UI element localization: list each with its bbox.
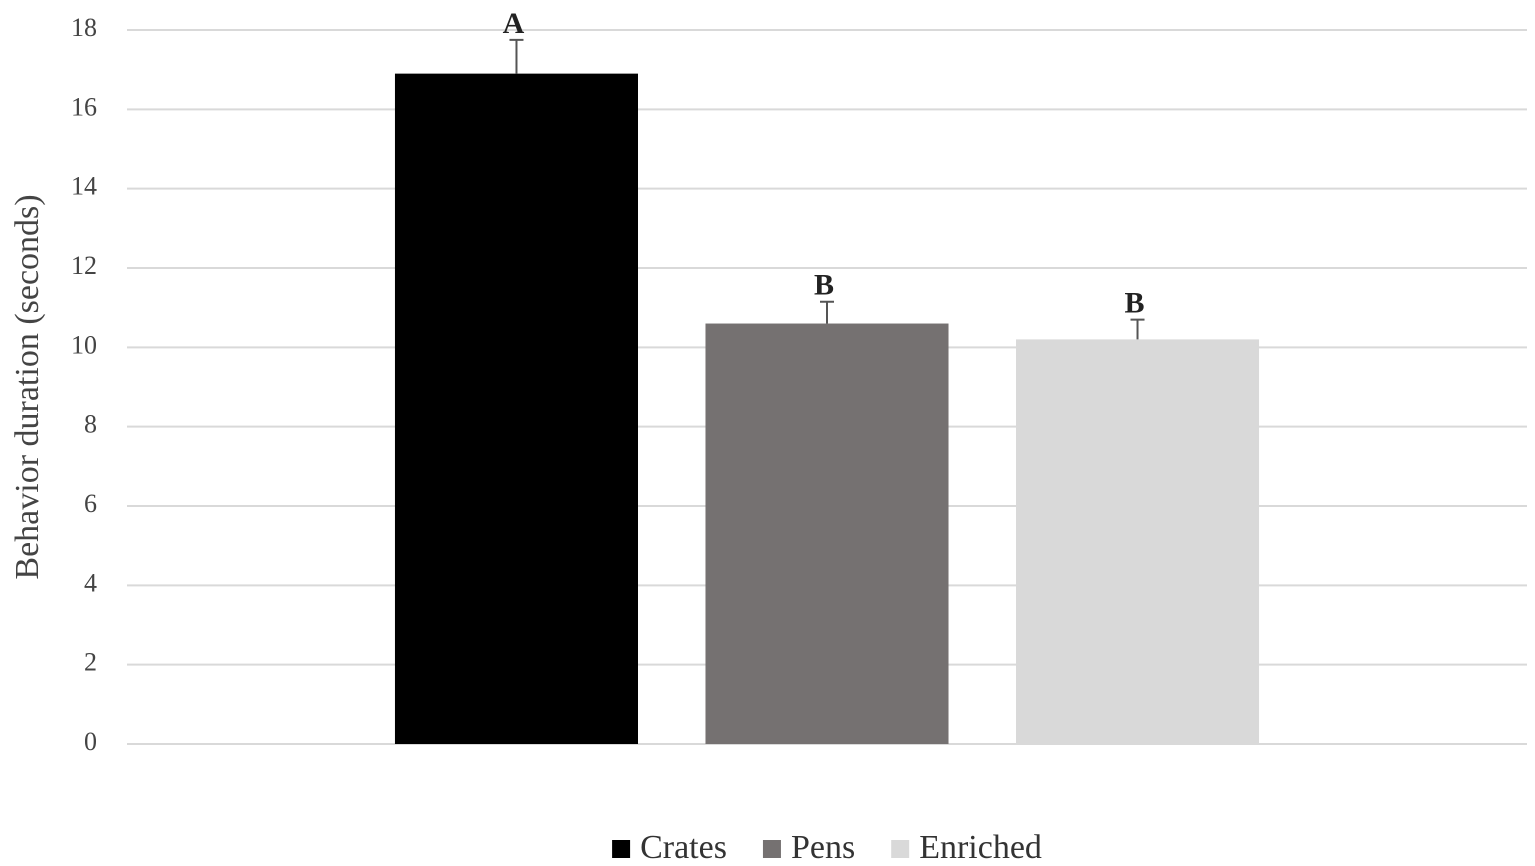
y-tick-label: 2 [84, 648, 97, 677]
significance-letter: A [503, 7, 525, 40]
y-tick-label: 0 [84, 727, 97, 756]
y-tick-label: 6 [84, 489, 97, 518]
error-bar [509, 38, 524, 74]
y-tick-label: 18 [71, 13, 97, 42]
significance-letter: B [814, 269, 834, 302]
y-tick-label: 10 [71, 330, 97, 359]
y-axis-title: Behavior duration (seconds) [9, 194, 46, 579]
bar [394, 73, 638, 745]
legend-swatch [891, 840, 910, 858]
legend-label: Crates [640, 829, 727, 866]
legend-swatch [612, 840, 631, 858]
significance-letter: B [1125, 286, 1145, 319]
bar [1016, 339, 1260, 744]
error-bar [820, 300, 834, 324]
y-tick-label: 4 [84, 568, 97, 597]
y-tick-label: 12 [71, 251, 97, 280]
y-tick-label: 8 [84, 410, 97, 439]
error-bar [1130, 318, 1145, 340]
y-tick-label: 14 [71, 172, 97, 201]
bar [705, 323, 949, 744]
legend-label: Pens [791, 829, 855, 866]
y-tick-label: 16 [71, 92, 97, 121]
legend-label: Enriched [919, 829, 1042, 866]
legend-swatch [762, 840, 781, 858]
